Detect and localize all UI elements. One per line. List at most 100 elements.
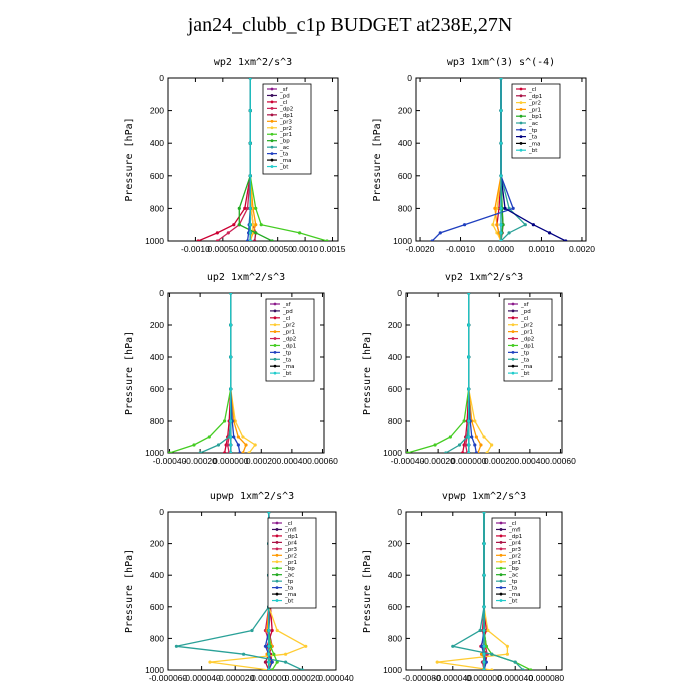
legend-label: _pr2 — [284, 553, 297, 559]
data-point — [499, 239, 503, 241]
y-tick-label: 200 — [388, 320, 402, 330]
legend-label: _sf — [520, 302, 530, 308]
legend-label: _cl — [520, 316, 529, 322]
data-point — [493, 206, 497, 210]
x-tick-label: 0.0020 — [569, 244, 595, 254]
x-tick-label: 0.00060 — [307, 456, 338, 466]
chart-panel-6: vpwp 1xm^2/s^3 Pressure [hPa] 0 200 400 600 80… — [362, 491, 564, 683]
data-point — [270, 668, 274, 670]
y-tick-label: 1000 — [393, 236, 412, 246]
chart-panel-1: wp2 1xm^2/s^3 Pressure [hPa] 0 200 400 600 800… — [124, 57, 346, 254]
legend-label: _cl — [282, 316, 291, 322]
data-point — [406, 451, 410, 453]
data-point — [491, 223, 495, 227]
legend-label: _ma — [282, 364, 294, 370]
legend-label: _ac — [528, 121, 538, 127]
chart-title: up2 1xm^2/s^3 — [207, 272, 285, 283]
legend-label: _sf — [282, 302, 292, 308]
legend-label: _ac — [284, 573, 294, 579]
series-dp2 — [464, 293, 471, 453]
data-point — [208, 660, 212, 664]
data-point — [229, 443, 233, 447]
y-tick-label: 600 — [150, 384, 164, 394]
y-axis-label: Pressure [hPa] — [124, 117, 135, 201]
legend-marker — [275, 560, 279, 564]
legend-label: _pr3 — [508, 547, 522, 553]
legend-label: _pr2 — [520, 323, 533, 329]
y-tick-label: 0 — [159, 288, 164, 298]
data-point — [482, 668, 486, 670]
data-point — [236, 443, 240, 447]
legend-marker — [275, 566, 279, 570]
data-point — [513, 660, 517, 664]
series-bt — [499, 78, 503, 241]
legend-marker — [275, 592, 279, 596]
y-tick-label: 800 — [388, 416, 402, 426]
data-point — [215, 231, 219, 235]
legend-marker — [519, 128, 523, 132]
data-point — [222, 419, 227, 423]
data-point — [275, 628, 279, 633]
legend-label: _pr1 — [284, 560, 297, 566]
legend-marker — [519, 87, 523, 91]
legend-label: _cl — [279, 100, 288, 106]
data-point — [215, 239, 219, 241]
legend-marker — [275, 547, 279, 551]
series-line — [169, 293, 232, 453]
data-point — [237, 223, 241, 227]
legend-box — [267, 517, 317, 609]
data-point — [482, 573, 486, 577]
legend-label: _ta — [282, 357, 291, 363]
legend-marker — [275, 534, 279, 538]
data-point — [270, 239, 274, 241]
legend-label: _ta — [520, 357, 529, 363]
legend-label: _bp — [279, 139, 290, 145]
x-tick-label: -0.000060 — [149, 673, 188, 683]
series-dp2 — [215, 78, 252, 241]
chart-panel-4: vp2 1xm^2/s^3 Pressure [hPa] 0 200 400 600 800… — [362, 272, 576, 466]
data-point — [499, 206, 503, 210]
legend-label: _ma — [279, 158, 291, 164]
y-tick-label: 0 — [397, 507, 402, 517]
legend-marker — [499, 521, 503, 525]
data-point — [490, 668, 494, 670]
x-tick-label: -0.0020 — [406, 244, 435, 254]
legend-marker — [511, 364, 515, 368]
data-point — [479, 443, 483, 447]
legend-label: _pd — [279, 93, 290, 99]
y-tick-label: 200 — [388, 539, 402, 549]
y-tick-label: 400 — [398, 138, 412, 148]
data-point — [464, 443, 468, 447]
data-point — [482, 435, 486, 439]
legend-marker — [519, 142, 523, 145]
legend-marker — [519, 135, 523, 139]
data-point — [229, 387, 233, 391]
chart-title: upwp 1xm^2/s^3 — [210, 491, 294, 502]
data-point — [444, 451, 448, 453]
data-point — [245, 206, 250, 210]
legend-label: _cl — [528, 87, 537, 93]
data-point — [248, 174, 252, 178]
data-point — [485, 451, 489, 453]
legend-marker — [273, 371, 277, 375]
data-point — [267, 644, 271, 648]
y-tick-label: 400 — [150, 352, 164, 362]
data-point — [499, 141, 503, 145]
legend-label: _dp2 — [279, 106, 293, 112]
x-tick-label: 0.00060 — [545, 456, 576, 466]
chart-panel-3: up2 1xm^2/s^3 Pressure [hPa] 0 200 400 600 800… — [124, 272, 338, 466]
data-point — [248, 141, 252, 145]
legend-marker — [270, 87, 274, 91]
legend-label: _tp — [520, 350, 530, 356]
series-dp1 — [406, 293, 471, 453]
legend-label: _tp — [528, 128, 538, 134]
legend-marker — [273, 316, 277, 320]
data-point — [480, 644, 484, 648]
data-point — [482, 652, 486, 656]
data-point — [207, 435, 211, 439]
y-tick-label: 800 — [398, 203, 412, 213]
data-point — [484, 644, 488, 648]
legend-marker — [499, 528, 503, 531]
chart-panel-5: upwp 1xm^2/s^3 Pressure [hPa] 0 200 400 600 80… — [124, 491, 354, 683]
legend-marker — [273, 364, 277, 368]
